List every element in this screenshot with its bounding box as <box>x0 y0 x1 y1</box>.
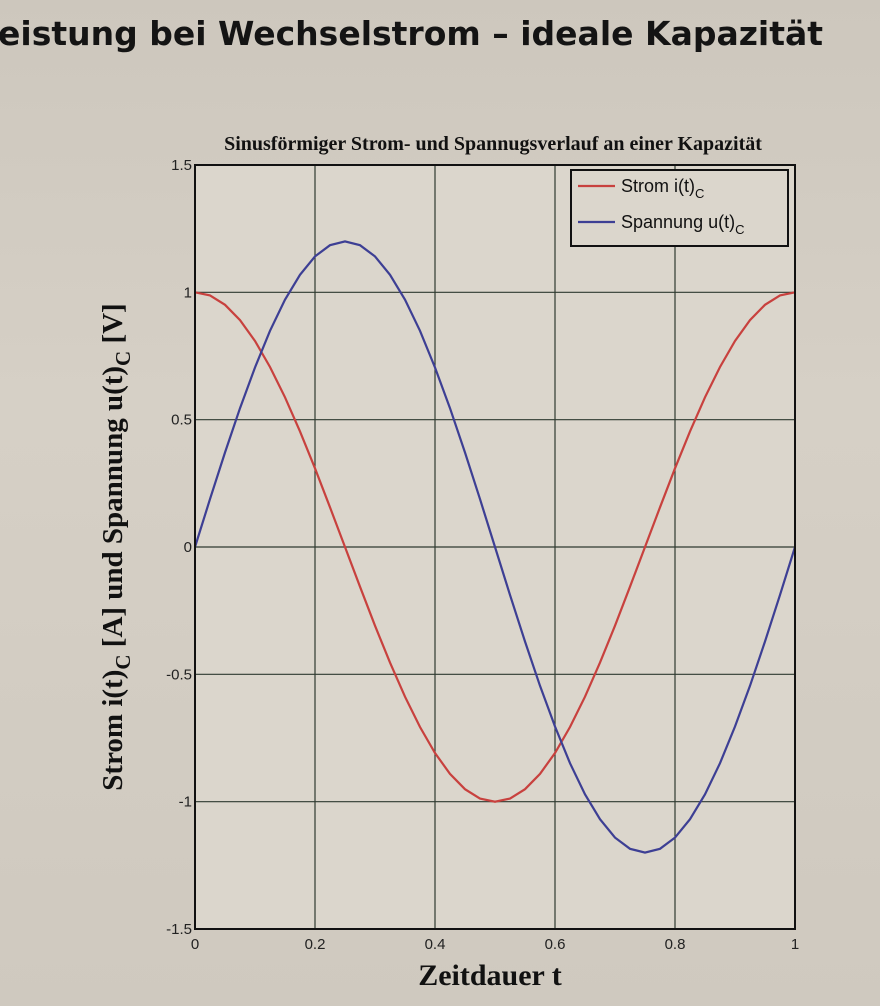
legend-label-spannung: Spannung u(t)C <box>621 212 744 237</box>
y-tick-label: -1 <box>179 794 192 811</box>
series-line-spannung <box>193 240 797 854</box>
y-label-subscript: C <box>111 351 135 366</box>
y-label-subscript: C <box>111 654 135 669</box>
x-tick-label: 1 <box>791 936 799 953</box>
x-tick-label: 0 <box>191 936 199 953</box>
x-tick-label: 0.6 <box>545 936 566 953</box>
y-tick-label: 0 <box>184 539 192 556</box>
slide-title: eistung bei Wechselstrom – ideale Kapazi… <box>0 14 824 53</box>
legend-label-text: Strom i(t) <box>621 176 695 196</box>
y-axis-label: Strom i(t)C [A] und Spannung u(t)C [V] <box>97 303 135 790</box>
y-tick-label: -0.5 <box>166 666 192 683</box>
y-label-part: [V] <box>97 303 129 351</box>
plot-frame <box>194 164 796 930</box>
x-tick-label: 0.8 <box>665 936 686 953</box>
series-layer <box>193 240 797 854</box>
y-tick-label: 1.5 <box>171 157 192 174</box>
legend-label-text: Spannung u(t) <box>621 212 735 232</box>
x-axis-label: Zeitdauer t <box>418 959 562 992</box>
legend-label-strom: Strom i(t)C <box>621 176 704 201</box>
chart-title: Sinusförmiger Strom- und Spannugsverlauf… <box>224 133 762 155</box>
tick-labels: 0 0.2 0.4 0.6 0.8 1 -1.5 -1 -0.5 0 0.5 1 1.5 <box>166 157 799 953</box>
series-line-strom <box>194 291 796 803</box>
x-tick-label: 0.4 <box>425 936 446 953</box>
y-label-part: [A] und Spannung u(t) <box>97 366 129 655</box>
y-tick-label: -1.5 <box>166 921 192 938</box>
y-label-part: Strom i(t) <box>97 670 129 791</box>
legend-label-subscript: C <box>735 222 744 237</box>
legend-box <box>570 169 789 247</box>
legend-label-subscript: C <box>695 186 704 201</box>
x-tick-label: 0.2 <box>305 936 326 953</box>
y-tick-label: 0.5 <box>171 412 192 429</box>
y-tick-label: 1 <box>184 284 192 301</box>
